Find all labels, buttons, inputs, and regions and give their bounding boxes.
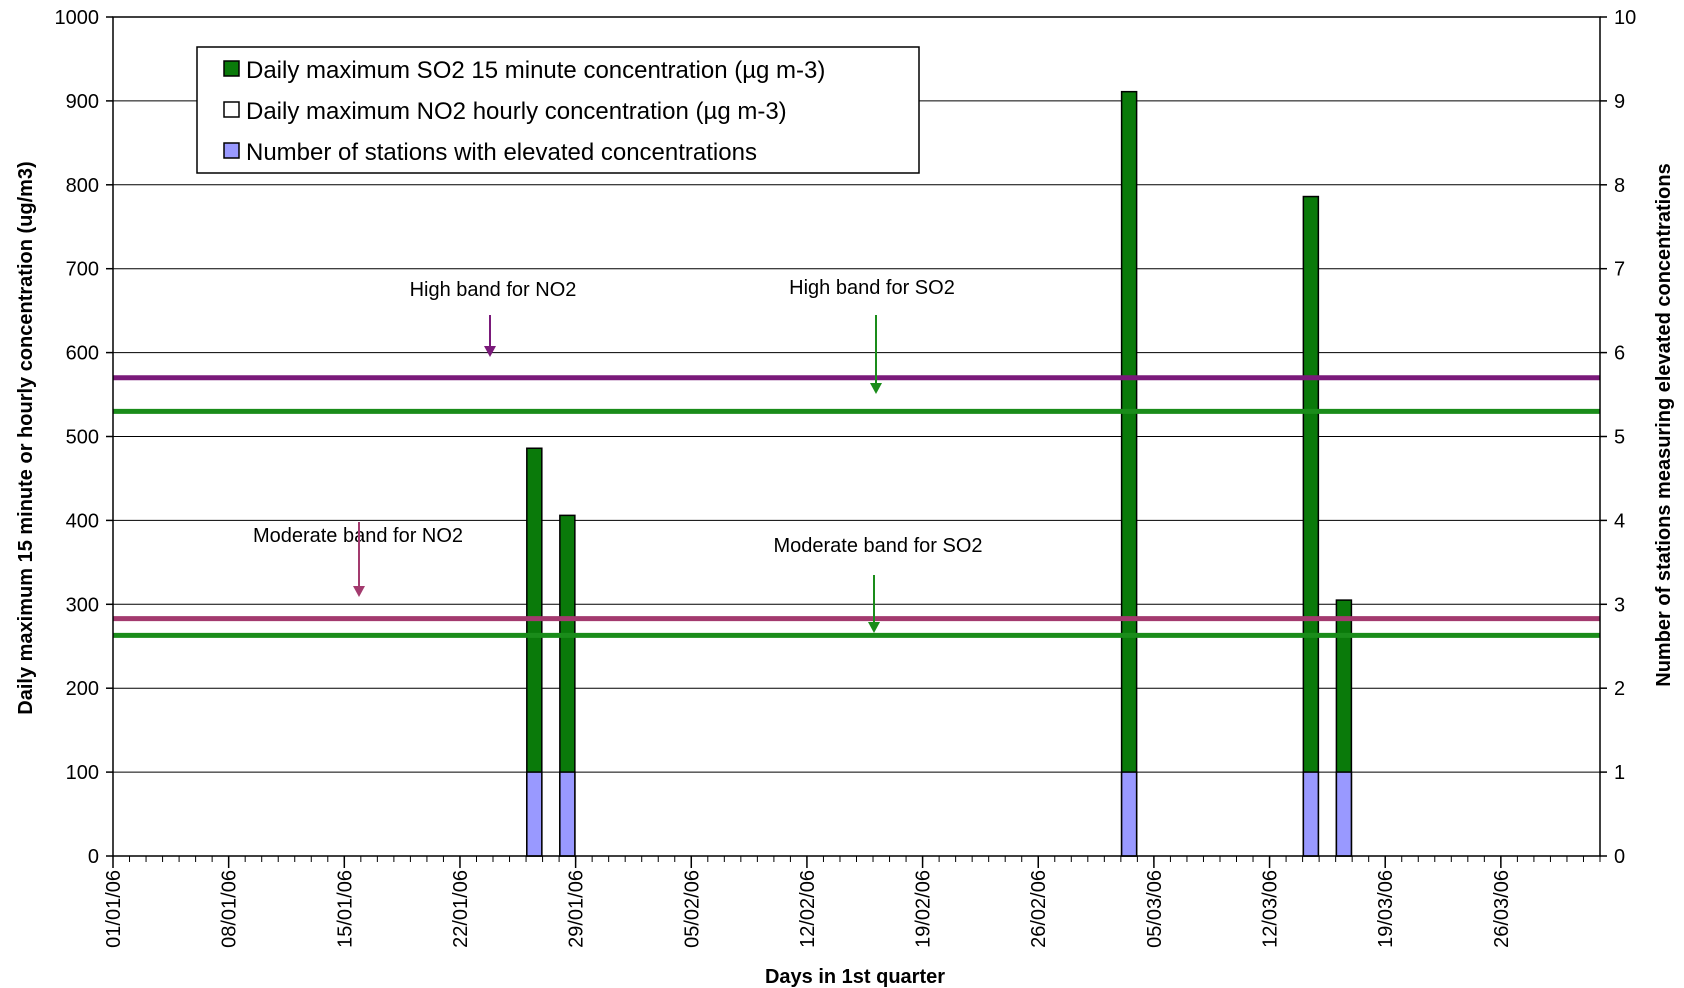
- band-label: High band for SO2: [789, 277, 955, 299]
- legend: Daily maximum SO2 15 minute concentratio…: [196, 46, 920, 174]
- x-tick-label: 08/01/06: [219, 870, 241, 948]
- stations-bar: [1120, 771, 1138, 857]
- band-arrow-head: [868, 622, 880, 633]
- x-axis-title: Days in 1st quarter: [765, 966, 945, 988]
- y2-tick-label: 0: [1614, 846, 1625, 868]
- legend-swatch: [223, 101, 240, 118]
- plot-frame: [112, 16, 1601, 857]
- x-tick-label: 22/01/06: [450, 870, 472, 948]
- gridlines: [113, 100, 1600, 773]
- legend-label: Number of stations with elevated concent…: [246, 139, 757, 166]
- legend-label: Daily maximum NO2 hourly concentration (…: [246, 98, 787, 125]
- y-tick-label: 700: [66, 259, 99, 281]
- legend-swatch: [223, 142, 240, 159]
- stations-bar: [559, 771, 576, 857]
- bars: [526, 90, 1353, 857]
- x-tick-label: 19/03/06: [1375, 870, 1397, 948]
- band-label: Moderate band for SO2: [773, 535, 982, 557]
- stations-bar: [526, 771, 543, 857]
- y2-tick-label: 7: [1614, 259, 1625, 281]
- y-tick-label: 300: [66, 594, 99, 616]
- x-tick-label: 12/02/06: [797, 870, 819, 948]
- x-tick-label: 05/02/06: [681, 870, 703, 948]
- y-tick-label: 500: [66, 427, 99, 449]
- band-arrow-head: [353, 586, 365, 597]
- y-tick-label: 1000: [55, 7, 100, 29]
- band-arrow-head: [870, 383, 882, 394]
- x-tick-label: 29/01/06: [566, 870, 588, 948]
- x-tick-label: 05/03/06: [1144, 870, 1166, 948]
- legend-label: Daily maximum SO2 15 minute concentratio…: [246, 57, 825, 84]
- y-tick-label: 200: [66, 678, 99, 700]
- y2-tick-label: 3: [1614, 594, 1625, 616]
- so2-bar: [1302, 195, 1320, 857]
- y-tick-label: 100: [66, 762, 99, 784]
- y2-axis-title: Number of stations measuring elevated co…: [1653, 163, 1675, 686]
- stations-bar: [1335, 771, 1353, 857]
- so2-bar: [1120, 90, 1138, 857]
- y-tick-label: 800: [66, 175, 99, 197]
- y-tick-label: 0: [88, 846, 99, 868]
- stations-bar: [1302, 771, 1320, 857]
- x-tick-label: 15/01/06: [334, 870, 356, 948]
- band-annotations: High band for NO2 High band for SO2 Modera…: [253, 277, 983, 633]
- y2-tick-label: 2: [1614, 678, 1625, 700]
- legend-swatch: [223, 60, 240, 77]
- band-lines: [113, 375, 1600, 638]
- y-axis-title: Daily maximum 15 minute or hourly concen…: [15, 161, 37, 714]
- y-tick-label: 400: [66, 510, 99, 532]
- axes: 0 100 200 300 400 500 600 700 800 900 1000 0 1 2 3 4 5 6 7…: [55, 7, 1637, 948]
- y2-tick-label: 4: [1614, 510, 1625, 532]
- x-tick-label: 26/02/06: [1028, 870, 1050, 948]
- y2-tick-label: 8: [1614, 175, 1625, 197]
- y2-tick-label: 1: [1614, 762, 1625, 784]
- y2-tick-label: 9: [1614, 91, 1625, 113]
- x-tick-label: 19/02/06: [913, 870, 935, 948]
- y-tick-label: 600: [66, 343, 99, 365]
- band-arrow-head: [484, 346, 496, 357]
- y2-tick-label: 10: [1614, 7, 1636, 29]
- x-tick-label: 12/03/06: [1260, 870, 1282, 948]
- x-tick-label: 26/03/06: [1491, 870, 1513, 948]
- y2-tick-label: 5: [1614, 427, 1625, 449]
- y-tick-label: 900: [66, 91, 99, 113]
- band-label: High band for NO2: [410, 279, 577, 301]
- y2-tick-label: 6: [1614, 343, 1625, 365]
- x-tick-label: 01/01/06: [103, 870, 125, 948]
- legend-box: [196, 46, 920, 174]
